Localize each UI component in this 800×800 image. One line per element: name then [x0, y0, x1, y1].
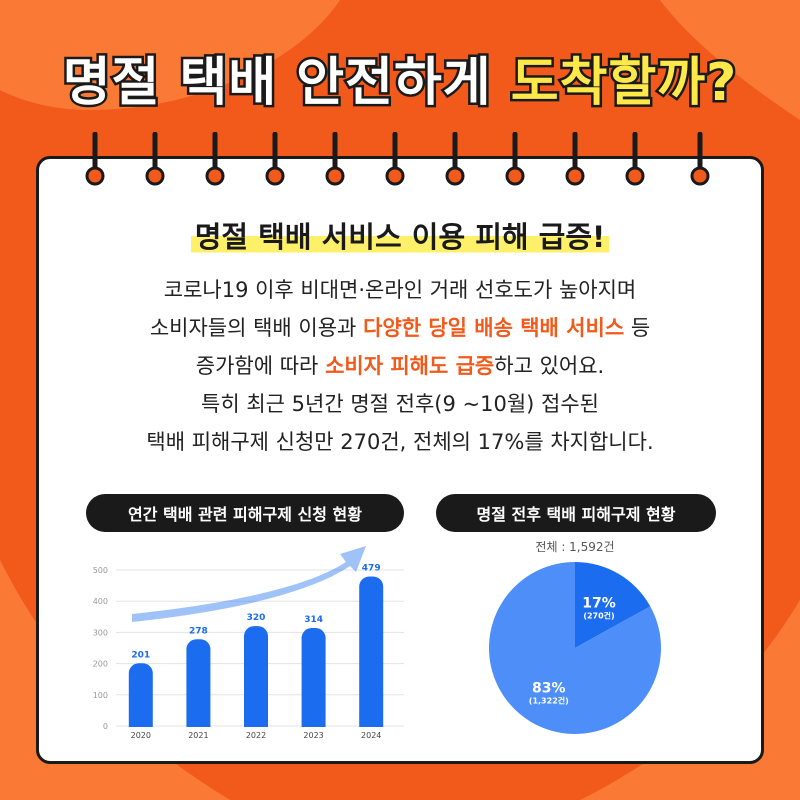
- calendar-ring: [265, 132, 285, 186]
- calendar-ring: [565, 132, 585, 186]
- pie-percent-label: 17%: [582, 595, 616, 611]
- body-line-2a: 소비자들의 택배 이용과: [149, 316, 364, 340]
- bar-2022: [244, 626, 268, 727]
- calendar-ring: [145, 132, 165, 186]
- bar-2024: [359, 576, 384, 727]
- y-tick-label: 300: [93, 628, 108, 637]
- bar-value-label: 479: [362, 564, 381, 574]
- bar-value-label: 278: [189, 626, 208, 636]
- y-tick-label: 200: [93, 660, 108, 669]
- calendar-ring: [85, 132, 105, 186]
- main-title-part2: 도착할까?: [508, 51, 739, 116]
- calendar-ring: [325, 132, 345, 186]
- bar-value-label: 320: [247, 613, 266, 623]
- body-line-3c: 하고 있어요.: [494, 354, 605, 378]
- main-title: 명절 택배 안전하게 도착할까?: [0, 40, 800, 116]
- trend-arrow: [132, 546, 366, 622]
- calendar-ring: [625, 132, 645, 186]
- pie-percent-label: 83%: [532, 680, 566, 696]
- calendar-ring: [505, 132, 525, 186]
- bar-2021: [186, 639, 211, 727]
- body-line-1: 코로나19 이후 비대면·온라인 거래 선호도가 높아지며: [163, 278, 637, 302]
- body-highlight-2: 소비자 피해도 급증: [325, 354, 495, 378]
- y-tick-label: 500: [93, 566, 108, 575]
- pie-chart-title: 명절 전후 택배 피해구제 현황: [436, 494, 716, 532]
- body-line-3a: 증가함에 따라: [195, 354, 326, 378]
- body-line-4: 특히 최근 5년간 명절 전후(9 ~10월) 접수된: [201, 392, 599, 416]
- y-tick-label: 400: [93, 597, 108, 606]
- pie-slice-1: [575, 562, 651, 648]
- x-tick-label: 2020: [131, 731, 151, 740]
- body-line-5: 택배 피해구제 신청만 270건, 전체의 17%를 차지합니다.: [146, 430, 654, 454]
- headline: 명절 택배 서비스 이용 피해 급증!: [190, 214, 610, 256]
- pie-total-label: 전체 : 1,592건: [535, 540, 615, 554]
- bar-chart: 0 100 200 300 400 500 201 2020 278 2021 320 2022 314…: [93, 546, 404, 740]
- bar-2020: [128, 663, 153, 727]
- body-line-3: 증가함에 따라 소비자 피해도 급증하고 있어요.: [0, 347, 800, 385]
- calendar-ring: [445, 132, 465, 186]
- main-title-part1: 명절 택배 안전하게: [60, 51, 511, 116]
- pie-slice-2: [489, 562, 661, 734]
- bar-chart-title: 연간 택배 관련 피해구제 신청 현황: [86, 494, 404, 532]
- body-text: 코로나19 이후 비대면·온라인 거래 선호도가 높아지며 소비자들의 택배 이…: [0, 271, 800, 461]
- body-line-2c: 등: [624, 316, 651, 340]
- x-tick-label: 2021: [188, 731, 208, 740]
- bar-2023: [301, 628, 326, 727]
- pie-count-label: (270건): [583, 610, 614, 620]
- bar-value-label: 314: [304, 615, 323, 625]
- calendar-ring: [385, 132, 405, 186]
- bar-value-label: 201: [131, 650, 150, 660]
- pie-count-label: (1,322건): [529, 695, 569, 705]
- x-tick-label: 2023: [303, 731, 323, 740]
- calendar-ring: [690, 132, 710, 186]
- body-highlight-1: 다양한 당일 배송 택배 서비스: [363, 316, 625, 340]
- pie-chart: 17%(270건) 83%(1,322건): [489, 562, 661, 734]
- x-tick-label: 2024: [361, 731, 381, 740]
- y-tick-label: 0: [103, 722, 108, 731]
- body-line-2: 소비자들의 택배 이용과 다양한 당일 배송 택배 서비스 등: [0, 309, 800, 347]
- y-tick-label: 100: [93, 691, 108, 700]
- calendar-ring: [205, 132, 225, 186]
- x-tick-label: 2022: [246, 731, 266, 740]
